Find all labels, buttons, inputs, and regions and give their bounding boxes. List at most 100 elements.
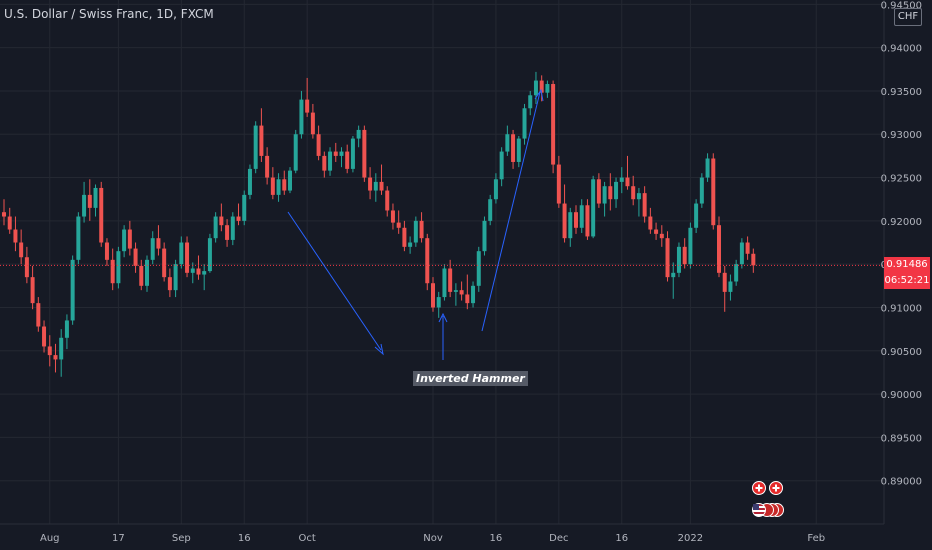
candle-body <box>99 187 104 243</box>
symbol-title[interactable]: U.S. Dollar / Swiss Franc, 1D, FXCM <box>4 7 214 21</box>
candle <box>104 238 109 266</box>
time-tick-label: Feb <box>807 533 825 544</box>
candle <box>362 125 367 182</box>
candle-body <box>682 246 687 265</box>
candle <box>13 216 18 252</box>
trend-arrows[interactable] <box>287 88 544 360</box>
candle-body <box>59 337 64 360</box>
swiss-flag-icon[interactable] <box>769 481 783 495</box>
candle <box>350 135 355 173</box>
candle <box>751 248 756 273</box>
candle-body <box>711 158 716 226</box>
candle-body <box>253 125 258 169</box>
candle <box>545 80 550 98</box>
candle <box>42 320 47 353</box>
candle <box>642 186 647 223</box>
candle <box>465 274 470 310</box>
arrow-head <box>534 88 544 102</box>
inverted-hammer-label[interactable]: Inverted Hammer <box>413 371 528 386</box>
candle-body <box>488 199 493 221</box>
price-tick-label: 0.92500 <box>881 174 922 185</box>
candle <box>619 167 624 194</box>
candle <box>682 238 687 269</box>
candle <box>522 103 527 145</box>
candle <box>648 207 653 234</box>
candle-body <box>7 216 12 230</box>
candle-body <box>316 134 321 156</box>
candle-body <box>625 177 630 187</box>
candle-body <box>654 229 659 234</box>
candle-body <box>53 355 58 360</box>
candle <box>93 184 98 217</box>
us-flag-icon[interactable] <box>752 503 766 517</box>
down-trend-arrow[interactable] <box>287 211 382 351</box>
price-tick-label: 0.91000 <box>881 303 922 314</box>
candle <box>305 77 310 117</box>
candle-body <box>70 259 75 321</box>
currency-badge[interactable]: CHF <box>894 8 922 26</box>
candle <box>568 207 573 247</box>
candle-body <box>402 227 407 247</box>
candle-body <box>385 190 390 211</box>
last-price-tag: 0.91486 <box>884 257 930 274</box>
candle-body <box>150 238 155 260</box>
candle <box>99 181 104 247</box>
up-trend-arrow[interactable] <box>481 91 541 332</box>
candle <box>390 203 395 230</box>
candle-body <box>676 246 681 273</box>
candle-body <box>608 186 613 200</box>
time-axis[interactable]: Aug 17 Sep 16 Oct Nov 16 Dec 16 2022 Feb <box>40 533 825 544</box>
candle <box>122 225 127 258</box>
candle-body <box>545 84 550 93</box>
candle <box>717 216 721 278</box>
candle <box>322 151 327 178</box>
candle-body <box>596 179 601 204</box>
candle <box>202 264 207 291</box>
candle <box>459 281 464 301</box>
time-tick-label: Dec <box>549 533 568 544</box>
candle <box>150 231 155 265</box>
candle-body <box>574 212 578 228</box>
candle-body <box>425 238 430 284</box>
candle-body <box>636 193 641 200</box>
swiss-flag-icon[interactable] <box>752 481 766 495</box>
price-tick-label: 0.90000 <box>881 390 922 401</box>
candle-body <box>659 233 664 239</box>
candle <box>431 277 435 312</box>
candle-body <box>539 80 544 93</box>
candle <box>328 147 333 176</box>
candle-body <box>242 194 247 221</box>
candle <box>207 233 212 273</box>
candle <box>471 281 476 308</box>
candle-body <box>230 216 235 240</box>
candle-body <box>299 99 304 135</box>
candle <box>333 142 338 162</box>
candle-body <box>202 271 207 275</box>
candle-body <box>665 238 670 278</box>
candle-body <box>265 155 270 178</box>
candle <box>625 155 630 190</box>
candle-body <box>328 151 333 171</box>
candle-body <box>259 125 264 156</box>
candle <box>574 205 578 234</box>
candle <box>396 210 401 234</box>
candle-body <box>293 134 298 171</box>
candle-body <box>93 187 98 208</box>
time-tick-label: Aug <box>40 533 60 544</box>
candle-body <box>310 112 315 135</box>
time-tick-label: Nov <box>423 533 443 544</box>
candle <box>739 238 744 269</box>
time-tick-label: 16 <box>615 533 628 544</box>
candle <box>299 90 304 139</box>
candle-body <box>419 220 424 239</box>
candle <box>608 173 613 211</box>
candle-body <box>671 272 676 278</box>
candle <box>694 199 699 233</box>
candle-body <box>482 220 487 252</box>
candle <box>213 212 218 243</box>
candle-body <box>225 225 230 240</box>
candle <box>385 186 390 217</box>
candle <box>585 199 590 240</box>
